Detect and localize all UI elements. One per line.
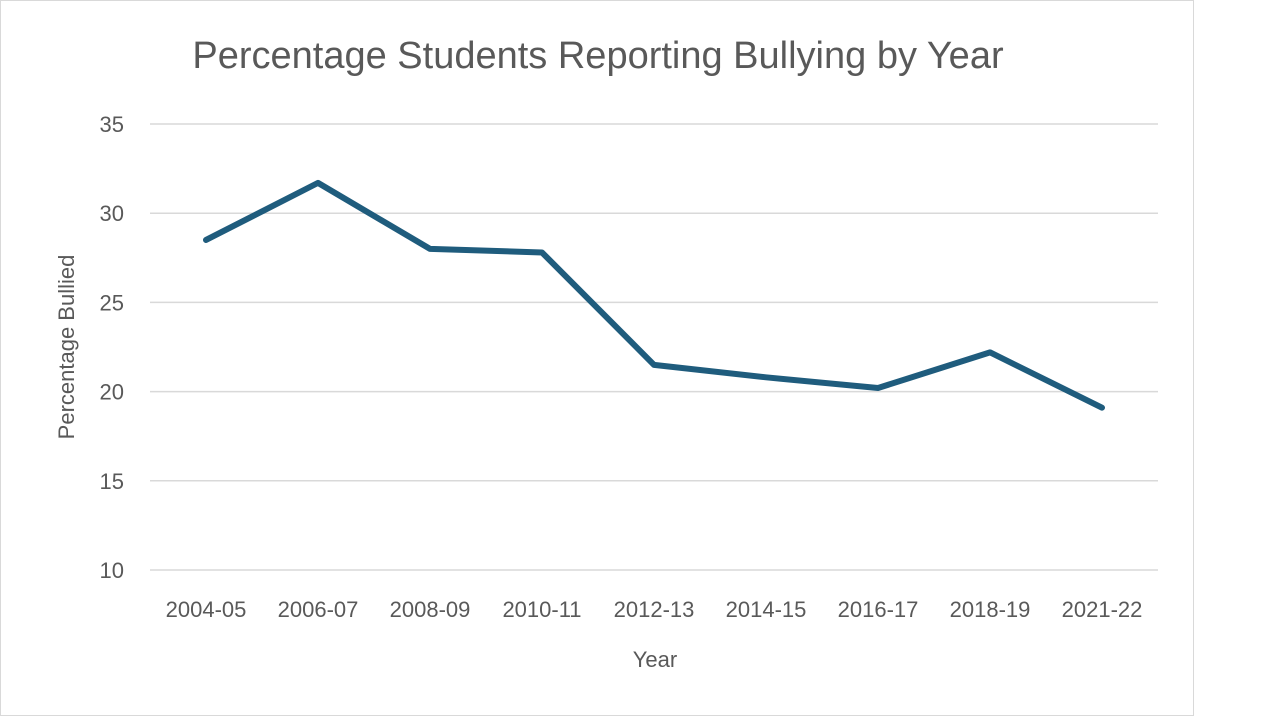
x-axis-label: Year bbox=[633, 647, 677, 672]
y-tick-label: 30 bbox=[100, 201, 124, 226]
y-tick-label: 15 bbox=[100, 469, 124, 494]
x-tick-label: 2004-05 bbox=[166, 597, 247, 622]
y-axis-label: Percentage Bullied bbox=[54, 255, 79, 440]
y-tick-label: 25 bbox=[100, 290, 124, 315]
chart-frame bbox=[0, 0, 1194, 716]
y-tick-label: 35 bbox=[100, 112, 124, 137]
x-tick-label: 2012-13 bbox=[614, 597, 695, 622]
x-tick-label: 2016-17 bbox=[838, 597, 919, 622]
x-tick-label: 2021-22 bbox=[1062, 597, 1143, 622]
x-tick-label: 2014-15 bbox=[726, 597, 807, 622]
y-tick-label: 20 bbox=[100, 380, 124, 405]
series-line bbox=[203, 179, 1105, 411]
x-tick-label: 2018-19 bbox=[950, 597, 1031, 622]
x-tick-label: 2006-07 bbox=[278, 597, 359, 622]
y-tick-label: 10 bbox=[100, 558, 124, 583]
x-tick-label: 2010-11 bbox=[502, 597, 581, 622]
chart-title: Percentage Students Reporting Bullying b… bbox=[192, 35, 1004, 77]
x-tick-label: 2008-09 bbox=[390, 597, 471, 622]
